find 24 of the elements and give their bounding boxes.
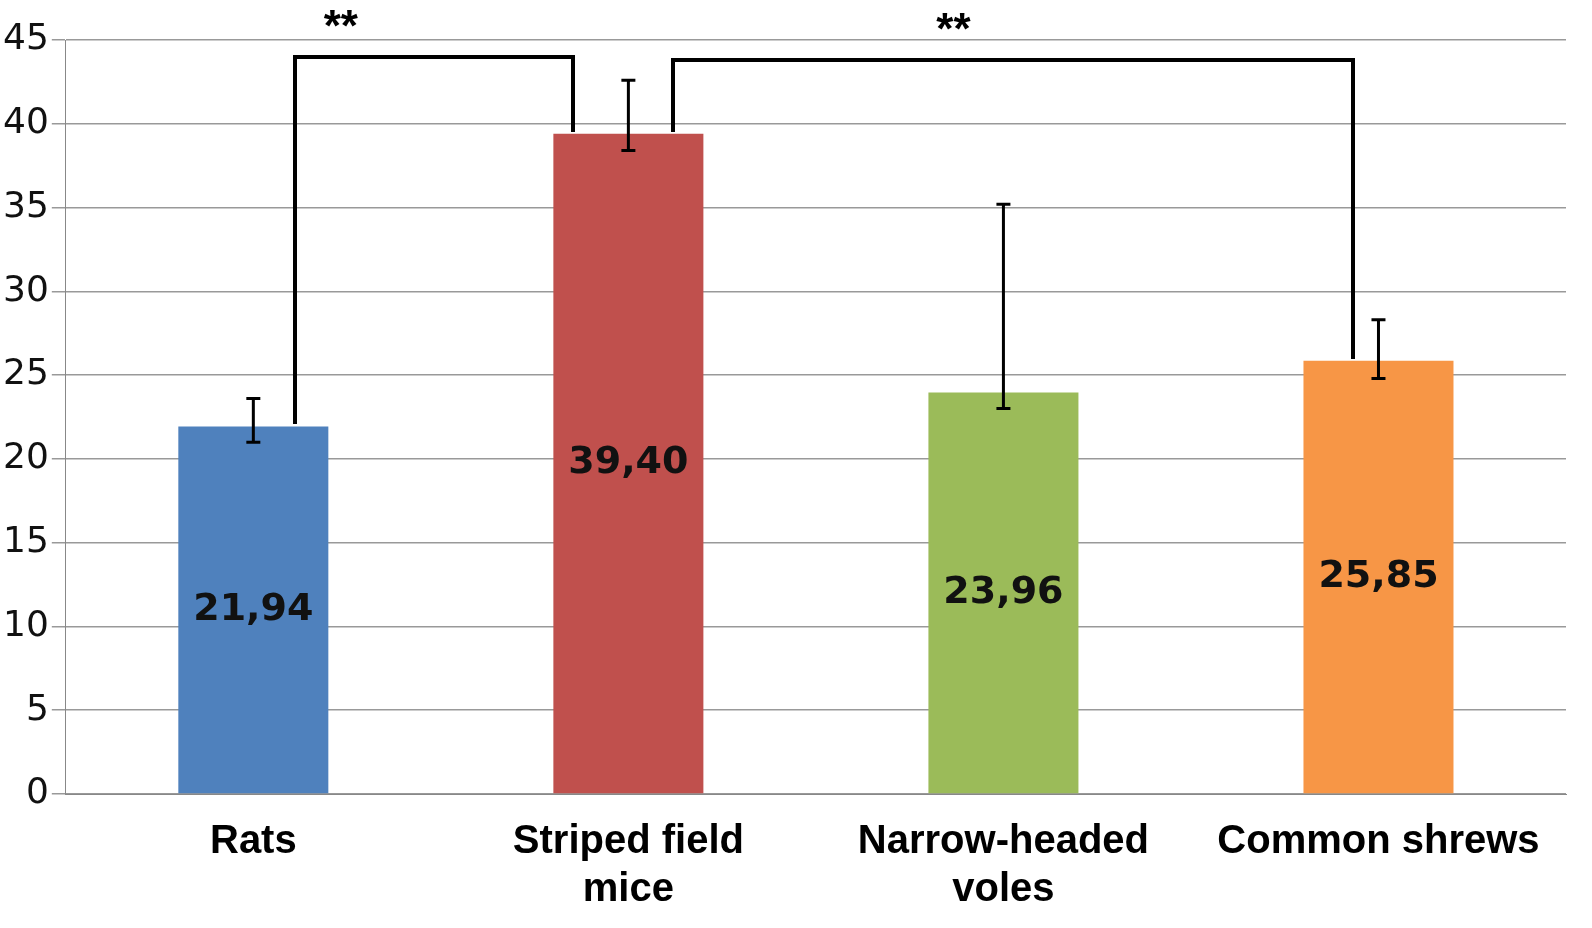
y-tick-label: 35 — [3, 183, 49, 225]
y-tick-label: 15 — [3, 519, 49, 561]
y-tick-label: 20 — [3, 435, 49, 477]
y-tick-label: 30 — [3, 267, 49, 309]
x-tick-label: Common shrews — [1217, 817, 1540, 862]
bar — [178, 426, 329, 794]
y-tick-label: 5 — [25, 686, 49, 728]
annotation: ** — [323, 0, 359, 50]
bar — [928, 392, 1079, 794]
bar — [553, 133, 704, 794]
data-label: 21,94 — [193, 584, 314, 629]
data-label: 25,85 — [1318, 551, 1439, 596]
x-tick-label: Rats — [209, 817, 297, 862]
y-tick-label: 45 — [3, 16, 49, 58]
y-tick-label: 40 — [3, 100, 49, 142]
y-tick-label: 0 — [25, 770, 49, 812]
x-tick-label: Striped field mice — [512, 817, 744, 910]
x-tick-label: Narrow-headed voles — [857, 817, 1150, 910]
y-tick-label: 25 — [3, 351, 49, 393]
data-label: 23,96 — [943, 567, 1064, 612]
data-label: 39,40 — [568, 438, 689, 483]
bar — [1303, 360, 1454, 794]
y-tick-label: 10 — [3, 602, 49, 644]
annotation: ** — [936, 4, 972, 54]
